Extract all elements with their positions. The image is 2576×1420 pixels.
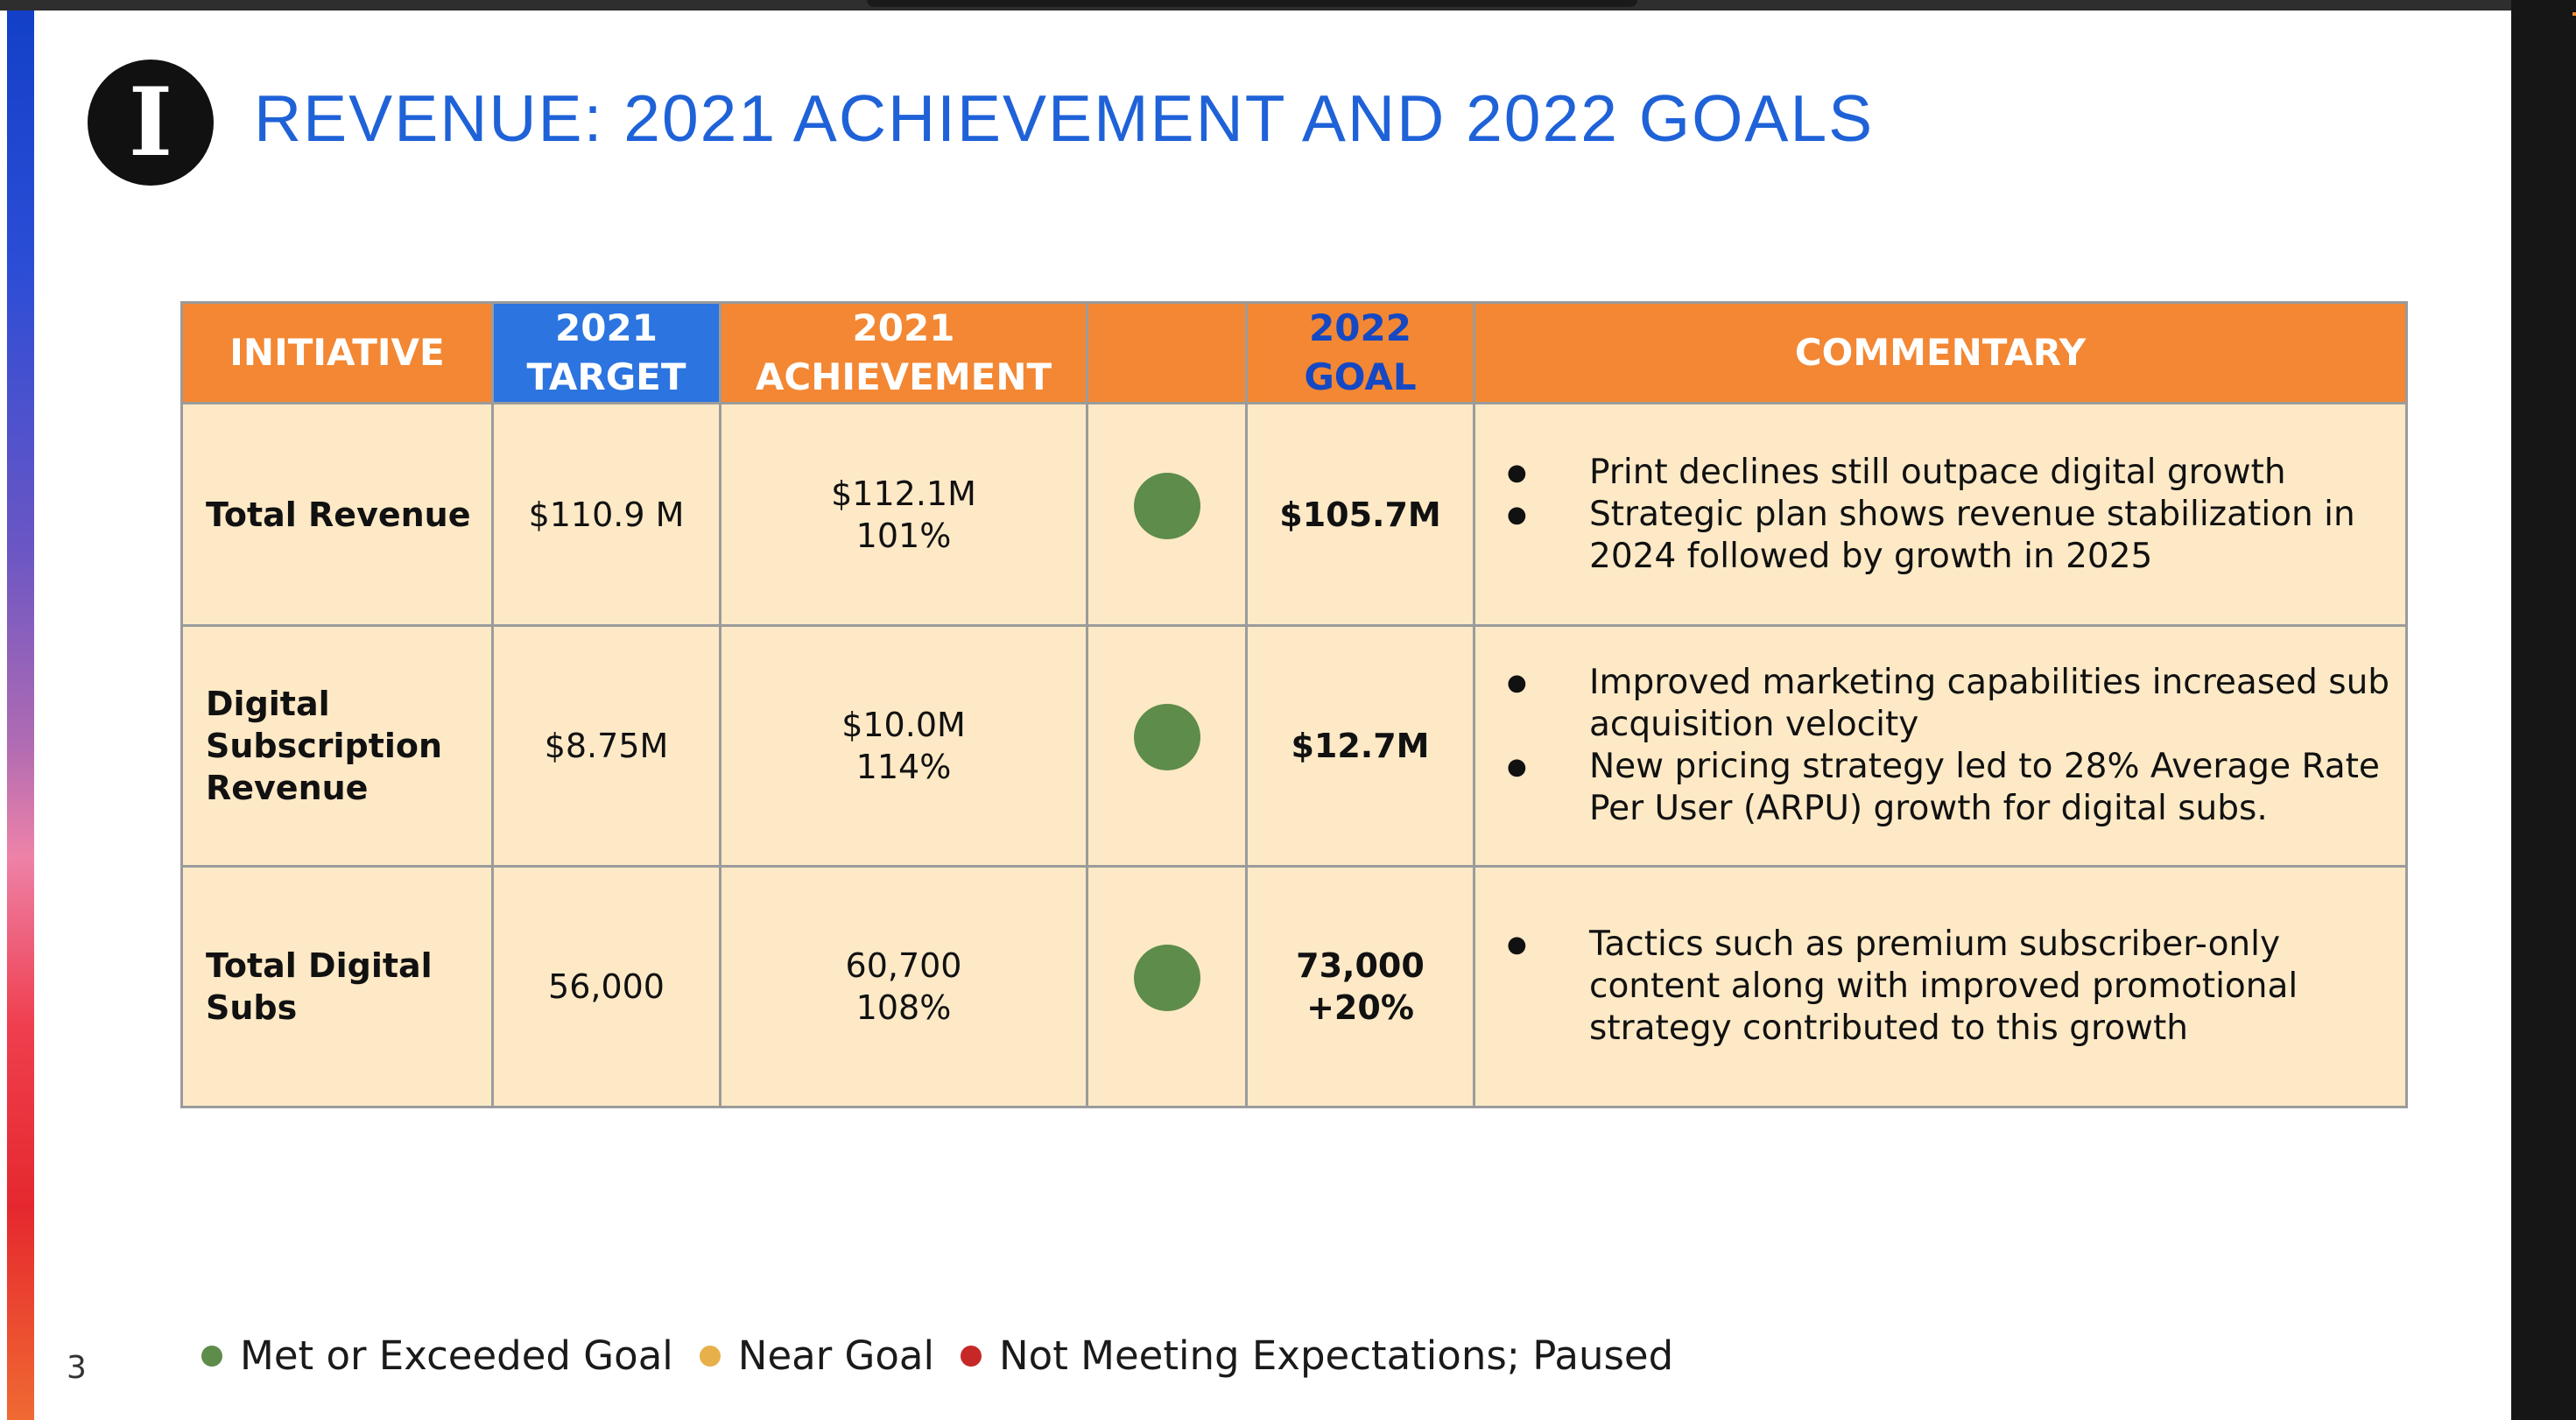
achievement-value: $112.1M bbox=[831, 474, 976, 513]
bullet-icon: ● bbox=[1507, 459, 1527, 486]
legend-dot-icon bbox=[699, 1345, 721, 1367]
table-row: Digital Subscription Revenue $8.75M $10.0M 11… bbox=[180, 624, 2408, 868]
goal-value: $12.7M bbox=[1291, 727, 1430, 765]
achievement-cell: $10.0M 114% bbox=[719, 624, 1088, 868]
commentary-item: ● Tactics such as premium subscriber-only… bbox=[1507, 924, 2397, 1050]
initiative-label: Total Digital bbox=[206, 946, 433, 985]
legend-label: Not Meeting Expectations; Paused bbox=[999, 1332, 1674, 1379]
status-dot-icon bbox=[1133, 704, 1200, 770]
commentary-list: ● Tactics such as premium subscriber-only… bbox=[1507, 924, 2397, 1050]
header-2021-achievement: 2021 ACHIEVEMENT bbox=[719, 301, 1088, 404]
commentary-text: Print declines still outpace digital gro… bbox=[1589, 452, 2286, 492]
logo-letter: I bbox=[128, 67, 173, 178]
table-header-row: INITIATIVE 2021 TARGET 2021 ACHIEVEMENT 20… bbox=[180, 301, 2408, 404]
commentary-text: Strategic plan shows revenue stabilizati… bbox=[1589, 494, 2355, 576]
achievement-percent: 114% bbox=[855, 748, 952, 786]
goal-cell: $105.7M bbox=[1245, 402, 1475, 627]
goal-cell: $12.7M bbox=[1245, 624, 1475, 868]
header-status bbox=[1086, 301, 1248, 404]
achievement-percent: 101% bbox=[855, 516, 952, 555]
commentary-cell: ● Tactics such as premium subscriber-only… bbox=[1473, 865, 2408, 1108]
commentary-list: ● Print declines still outpace digital gr… bbox=[1507, 452, 2397, 578]
goal-change: +20% bbox=[1306, 988, 1414, 1027]
presentation-slide: I REVENUE: 2021 ACHIEVEMENT AND 2022 GOA… bbox=[0, 11, 2511, 1420]
target-value: $8.75M bbox=[544, 727, 669, 765]
commentary-item: ● Improved marketing capabilities increas… bbox=[1507, 662, 2397, 746]
slide-title: REVENUE: 2021 ACHIEVEMENT AND 2022 GOALS bbox=[254, 81, 1875, 155]
header-target-label: TARGET bbox=[526, 355, 686, 398]
accent-mark bbox=[2572, 12, 2576, 16]
header-2021-target: 2021 TARGET bbox=[491, 301, 721, 404]
header-ach-year: 2021 bbox=[852, 306, 955, 349]
commentary-item: ● Print declines still outpace digital gr… bbox=[1507, 452, 2397, 494]
initiative-cell: Total Revenue bbox=[180, 402, 494, 627]
side-gradient-bar bbox=[7, 11, 34, 1420]
revenue-table: INITIATIVE 2021 TARGET 2021 ACHIEVEMENT 20… bbox=[180, 301, 2408, 1108]
initiative-cell: Total Digital Subs bbox=[180, 865, 494, 1108]
legend-item: Near Goal bbox=[699, 1332, 934, 1379]
initiative-label: Subs bbox=[206, 988, 298, 1027]
target-value: 56,000 bbox=[548, 967, 665, 1006]
goal-value: 73,000 bbox=[1296, 946, 1425, 985]
header-ach-label: ACHIEVEMENT bbox=[755, 355, 1052, 398]
table-row: Total Revenue $110.9 M $112.1M 101% $105.7M ●… bbox=[180, 402, 2408, 627]
target-cell: $8.75M bbox=[491, 624, 721, 868]
table-row: Total Digital Subs 56,000 60,700 108% 73,000 +… bbox=[180, 865, 2408, 1108]
legend-item: Met or Exceeded Goal bbox=[201, 1332, 673, 1379]
bullet-icon: ● bbox=[1507, 670, 1527, 696]
status-legend: Met or Exceeded Goal Near Goal Not Meeting… bbox=[201, 1332, 1700, 1379]
status-cell bbox=[1086, 624, 1248, 868]
commentary-item: ● New pricing strategy led to 28% Average… bbox=[1507, 746, 2397, 830]
commentary-text: New pricing strategy led to 28% Average … bbox=[1589, 747, 2380, 828]
status-cell bbox=[1086, 402, 1248, 627]
status-dot-icon bbox=[1133, 945, 1200, 1011]
target-cell: $110.9 M bbox=[491, 402, 721, 627]
header-commentary: COMMENTARY bbox=[1473, 301, 2408, 404]
goal-cell: 73,000 +20% bbox=[1245, 865, 1475, 1108]
commentary-cell: ● Print declines still outpace digital gr… bbox=[1473, 402, 2408, 627]
commentary-text: Improved marketing capabilities increase… bbox=[1589, 663, 2390, 744]
initiative-cell: Digital Subscription Revenue bbox=[180, 624, 494, 868]
header-2022-goal: 2022 GOAL bbox=[1245, 301, 1475, 404]
bullet-icon: ● bbox=[1507, 931, 1527, 958]
viewer-side-panel: ⤢ bbox=[2511, 0, 2576, 1420]
slide-number: 3 bbox=[67, 1350, 87, 1386]
target-value: $110.9 M bbox=[528, 495, 685, 534]
achievement-value: 60,700 bbox=[845, 946, 962, 985]
achievement-cell: $112.1M 101% bbox=[719, 402, 1088, 627]
header-initiative: INITIATIVE bbox=[180, 301, 494, 404]
header-goal-label: GOAL bbox=[1304, 355, 1417, 398]
logo-icon: I bbox=[88, 60, 214, 186]
initiative-label: Total Revenue bbox=[206, 495, 471, 534]
achievement-percent: 108% bbox=[855, 988, 952, 1027]
bullet-icon: ● bbox=[1507, 754, 1527, 780]
achievement-cell: 60,700 108% bbox=[719, 865, 1088, 1108]
initiative-label: Digital bbox=[206, 685, 330, 723]
commentary-cell: ● Improved marketing capabilities increas… bbox=[1473, 624, 2408, 868]
legend-dot-icon bbox=[961, 1345, 982, 1367]
bullet-icon: ● bbox=[1507, 501, 1527, 528]
legend-label: Met or Exceeded Goal bbox=[240, 1332, 673, 1379]
legend-dot-icon bbox=[201, 1345, 222, 1367]
header-goal-year: 2022 bbox=[1309, 306, 1411, 349]
target-cell: 56,000 bbox=[491, 865, 721, 1108]
status-dot-icon bbox=[1133, 472, 1200, 539]
legend-item: Not Meeting Expectations; Paused bbox=[961, 1332, 1673, 1379]
initiative-label: Subscription bbox=[206, 727, 443, 765]
commentary-item: ● Strategic plan shows revenue stabilizat… bbox=[1507, 494, 2397, 578]
header-target-year: 2021 bbox=[555, 306, 658, 349]
status-cell bbox=[1086, 865, 1248, 1108]
achievement-value: $10.0M bbox=[841, 706, 966, 744]
commentary-text: Tactics such as premium subscriber-only … bbox=[1589, 924, 2298, 1048]
legend-label: Near Goal bbox=[737, 1332, 934, 1379]
browser-top-bar bbox=[0, 0, 2576, 11]
commentary-list: ● Improved marketing capabilities increas… bbox=[1507, 662, 2397, 830]
top-tab-shadow bbox=[867, 0, 1637, 7]
goal-value: $105.7M bbox=[1279, 495, 1441, 534]
initiative-label: Revenue bbox=[206, 769, 369, 807]
